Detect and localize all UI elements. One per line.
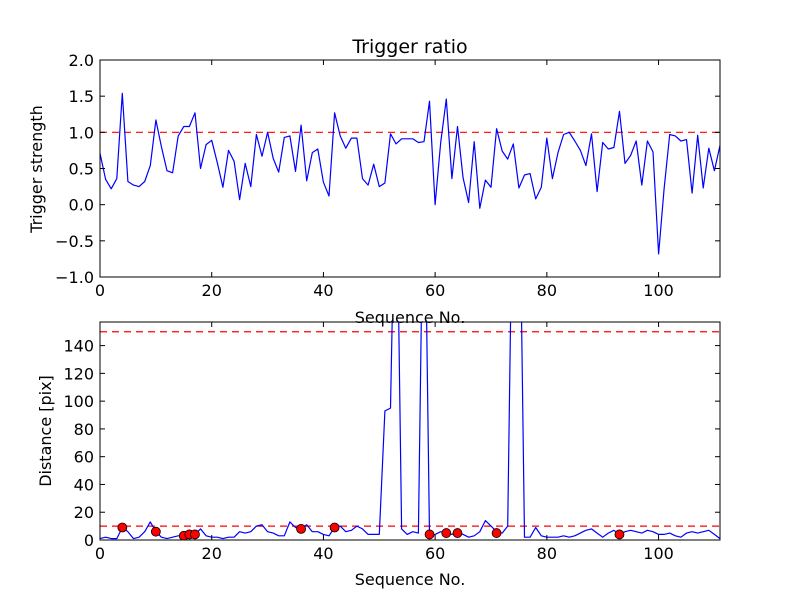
x-tick-label: 60 <box>425 544 445 563</box>
x-tick-label: 20 <box>202 544 222 563</box>
scatter-point <box>150 526 161 537</box>
scatter-point <box>329 522 340 533</box>
scatter-point <box>452 528 463 538</box>
series-line <box>100 92 720 255</box>
y-tick-label: 100 <box>63 392 94 411</box>
y-tick-label: 2.0 <box>69 51 94 70</box>
x-tick-label: 100 <box>643 281 674 300</box>
distance-ticks: 0 20 40 60 80 100 0 20 40 60 80 100 120 140 <box>63 322 720 563</box>
y-tick-label: 20 <box>74 503 94 522</box>
plot-title: Trigger ratio <box>351 36 467 58</box>
x-tick-label: 60 <box>425 281 445 300</box>
x-tick-label: 40 <box>313 544 333 563</box>
y-tick-label: 1.5 <box>69 87 94 106</box>
x-axis-label: Sequence No. <box>355 308 466 327</box>
y-tick-label: 140 <box>63 337 94 356</box>
x-tick-label: 20 <box>202 281 222 300</box>
x-tick-label: 0 <box>95 281 105 300</box>
y-tick-label: 0.5 <box>69 160 94 179</box>
trigger-ratio-ticks: 0 20 40 60 80 100 −1.0 −0.5 0.0 0.5 1.0 1.5 2.0 <box>55 51 720 300</box>
y-tick-label: 40 <box>74 475 94 494</box>
y-tick-label: 80 <box>74 420 94 439</box>
x-axis-label: Sequence No. <box>355 570 466 589</box>
scatter-point <box>491 528 502 538</box>
x-tick-label: 40 <box>313 281 333 300</box>
scatter-point <box>190 529 200 540</box>
y-tick-label: −1.0 <box>55 268 94 287</box>
x-tick-label: 80 <box>537 281 557 300</box>
scatter-point <box>614 529 625 540</box>
y-tick-label: −0.5 <box>55 232 94 251</box>
distance-plot: 0 20 40 60 80 100 0 20 40 60 80 100 120 140 Sequence … <box>36 321 721 589</box>
trigger-ratio-plot-area <box>100 92 720 255</box>
y-axis-label: Distance [pix] <box>36 375 55 487</box>
y-tick-label: 0.0 <box>69 196 94 215</box>
distance-axes-frame <box>99 321 721 541</box>
distance-plot-area <box>100 322 720 540</box>
y-axis-label: Trigger strength <box>27 105 46 234</box>
y-tick-label: 0 <box>84 531 94 550</box>
y-tick-label: 60 <box>74 448 94 467</box>
scatter-point <box>424 529 435 540</box>
trigger-ratio-plot: Trigger ratio 0 20 40 60 80 100 −1.0 −0.5 0.0 0.5… <box>27 36 721 327</box>
y-tick-label: 120 <box>63 364 94 383</box>
scatter-point <box>296 523 306 534</box>
x-tick-label: 100 <box>643 544 674 563</box>
scatter-point <box>441 528 452 538</box>
y-tick-label: 1.0 <box>69 123 94 142</box>
x-tick-label: 80 <box>537 544 557 563</box>
x-tick-label: 0 <box>95 544 105 563</box>
scatter-point <box>117 522 128 533</box>
